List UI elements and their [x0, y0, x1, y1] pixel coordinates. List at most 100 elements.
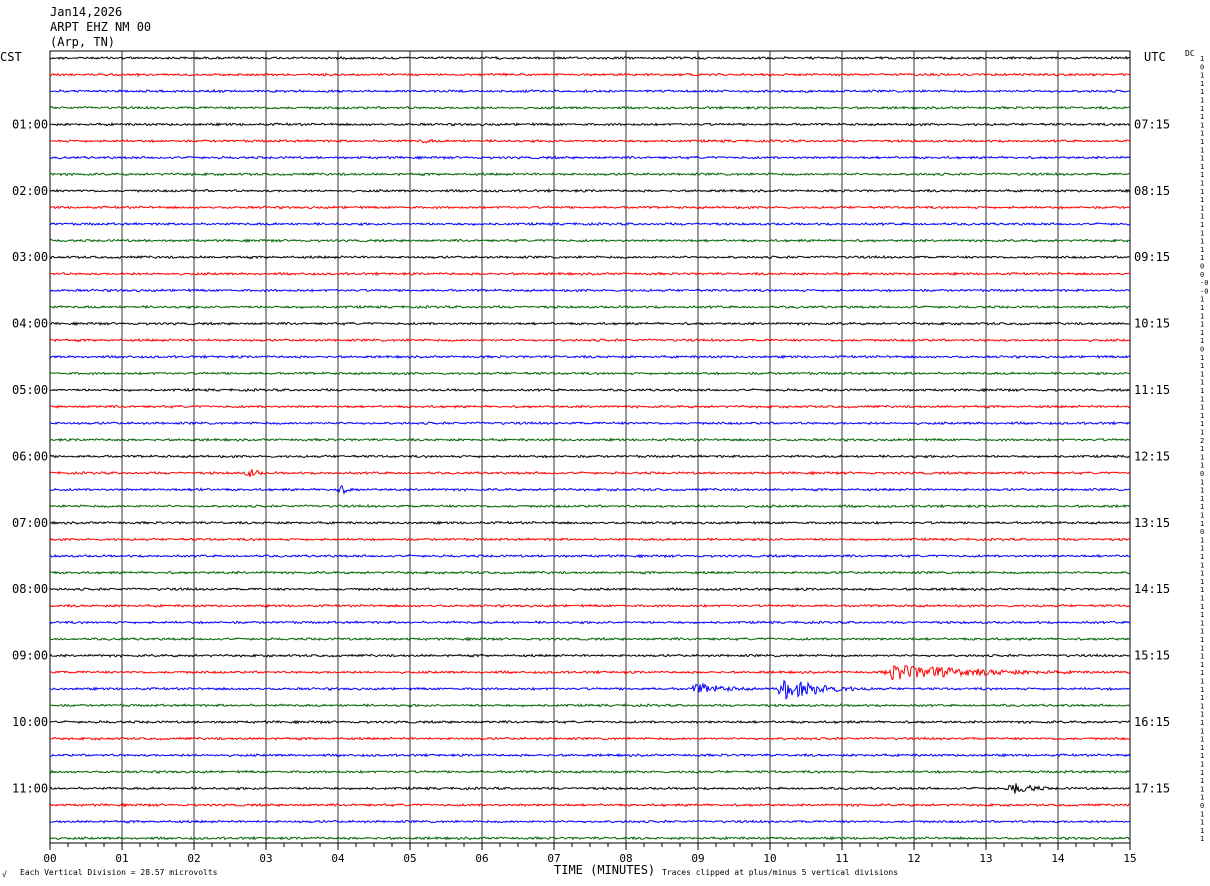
- trace-row: [49, 288, 1131, 293]
- trace-row: [49, 537, 1131, 542]
- right-hour-label: 08:15: [1134, 184, 1170, 198]
- x-tick-label: 01: [115, 852, 128, 865]
- dc-offset-value: 1: [1200, 686, 1204, 694]
- trace-row: [49, 420, 1131, 426]
- dc-offset-value: 1: [1200, 727, 1204, 735]
- trace-row: [49, 188, 1131, 194]
- right-timezone-label: UTC: [1144, 50, 1166, 64]
- dc-label: DC: [1185, 49, 1195, 58]
- trace-row: [49, 254, 1130, 260]
- dc-offset-value: 1: [1200, 55, 1204, 63]
- dc-offset-value: -0: [1200, 287, 1208, 295]
- dc-offset-value: 1: [1200, 794, 1204, 802]
- trace-row: [49, 603, 1131, 609]
- dc-offset-value: 1: [1200, 512, 1204, 520]
- trace-row: [49, 769, 1131, 774]
- x-tick-label: 07: [547, 852, 560, 865]
- x-tick-label: 04: [331, 852, 345, 865]
- dc-offset-value: 1: [1200, 711, 1204, 719]
- dc-offset-value: 1: [1200, 238, 1204, 246]
- dc-offset-value: 1: [1200, 661, 1204, 669]
- trace-row: [49, 620, 1131, 625]
- trace-row: [49, 88, 1131, 94]
- dc-offset-value: 1: [1200, 354, 1204, 362]
- dc-offset-value: 1: [1200, 412, 1204, 420]
- trace-row: [49, 155, 1131, 161]
- x-tick-label: 02: [187, 852, 200, 865]
- x-tick-label: 14: [1051, 852, 1065, 865]
- dc-offset-value: 0: [1200, 802, 1204, 810]
- x-tick-label: 05: [403, 852, 416, 865]
- x-tick-label: 15: [1123, 852, 1136, 865]
- trace-row: [49, 271, 1131, 277]
- right-hour-label: 10:15: [1134, 317, 1170, 331]
- left-hour-label: 03:00: [12, 250, 48, 264]
- dc-offset-value: 1: [1200, 736, 1204, 744]
- dc-offset-value: 1: [1200, 105, 1204, 113]
- dc-offset-value: 1: [1200, 296, 1204, 304]
- trace-row: [49, 835, 1131, 841]
- dc-offset-value: 1: [1200, 694, 1204, 702]
- trace-row: [49, 122, 1131, 127]
- trace-row: [49, 679, 1131, 700]
- trace-row: [49, 371, 1131, 376]
- dc-offset-value: 0: [1200, 470, 1204, 478]
- dc-offset-value: 1: [1200, 312, 1204, 320]
- trace-row: [49, 437, 1131, 443]
- dc-offset-value: 1: [1200, 72, 1204, 80]
- dc-offset-value: 1: [1200, 702, 1204, 710]
- trace-row: [50, 205, 1131, 210]
- dc-offset-value: 1: [1200, 204, 1204, 212]
- x-axis-label: TIME (MINUTES): [554, 863, 655, 877]
- dc-offset-value: 1: [1200, 88, 1204, 96]
- trace-row: [49, 783, 1131, 794]
- dc-offset-value: 1: [1200, 835, 1204, 843]
- dc-offset-value: 1: [1200, 752, 1204, 760]
- left-hour-label: 09:00: [12, 649, 48, 663]
- x-tick-label: 10: [763, 852, 776, 865]
- dc-offset-value: 1: [1200, 827, 1204, 835]
- dc-offset-value: 1: [1200, 180, 1204, 188]
- x-tick-label: 12: [907, 852, 920, 865]
- dc-offset-value: 0: [1200, 271, 1204, 279]
- left-hour-label: 05:00: [12, 383, 48, 397]
- left-hour-label: 10:00: [12, 715, 48, 729]
- dc-offset-value: 1: [1200, 188, 1204, 196]
- dc-offset-value: 1: [1200, 570, 1204, 578]
- dc-offset-value: 1: [1200, 97, 1204, 105]
- x-tick-label: 13: [979, 852, 992, 865]
- header-date: Jan14,2026: [50, 5, 122, 19]
- x-tick-label: 08: [619, 852, 632, 865]
- dc-offset-value: 1: [1200, 155, 1204, 163]
- dc-offset-value: 1: [1200, 229, 1204, 237]
- dc-offset-value: 1: [1200, 429, 1204, 437]
- trace-row: [49, 520, 1131, 526]
- right-hour-label: 14:15: [1134, 582, 1170, 596]
- left-hour-label: 08:00: [12, 582, 48, 596]
- trace-row: [49, 485, 1131, 495]
- footer-corner-mark: √: [2, 870, 7, 879]
- dc-offset-value: 1: [1200, 395, 1204, 403]
- dc-offset-value: 1: [1200, 130, 1204, 138]
- left-timezone-label: CST: [0, 50, 22, 64]
- dc-offset-value: 1: [1200, 603, 1204, 611]
- dc-offset-value: 1: [1200, 138, 1204, 146]
- x-tick-label: 09: [691, 852, 704, 865]
- left-hour-label: 01:00: [12, 117, 48, 131]
- dc-offset-value: 0: [1200, 63, 1204, 71]
- dc-offset-value: 1: [1200, 595, 1204, 603]
- dc-offset-value: 0: [1200, 346, 1204, 354]
- trace-row: [49, 553, 1130, 559]
- trace-row: [50, 469, 1131, 478]
- dc-offset-value: 1: [1200, 379, 1204, 387]
- dc-offset-value: 2: [1200, 437, 1204, 445]
- footer-vertical-division: Each Vertical Division = 28.57 microvolt…: [20, 868, 218, 877]
- right-hour-label: 07:15: [1134, 117, 1170, 131]
- trace-row: [49, 171, 1131, 177]
- dc-offset-value: 0: [1200, 263, 1204, 271]
- trace-row: [49, 138, 1131, 144]
- dc-offset-value: 1: [1200, 553, 1204, 561]
- trace-row: [49, 454, 1131, 459]
- dc-offset-value: 1: [1200, 254, 1204, 262]
- trace-row: [49, 221, 1131, 227]
